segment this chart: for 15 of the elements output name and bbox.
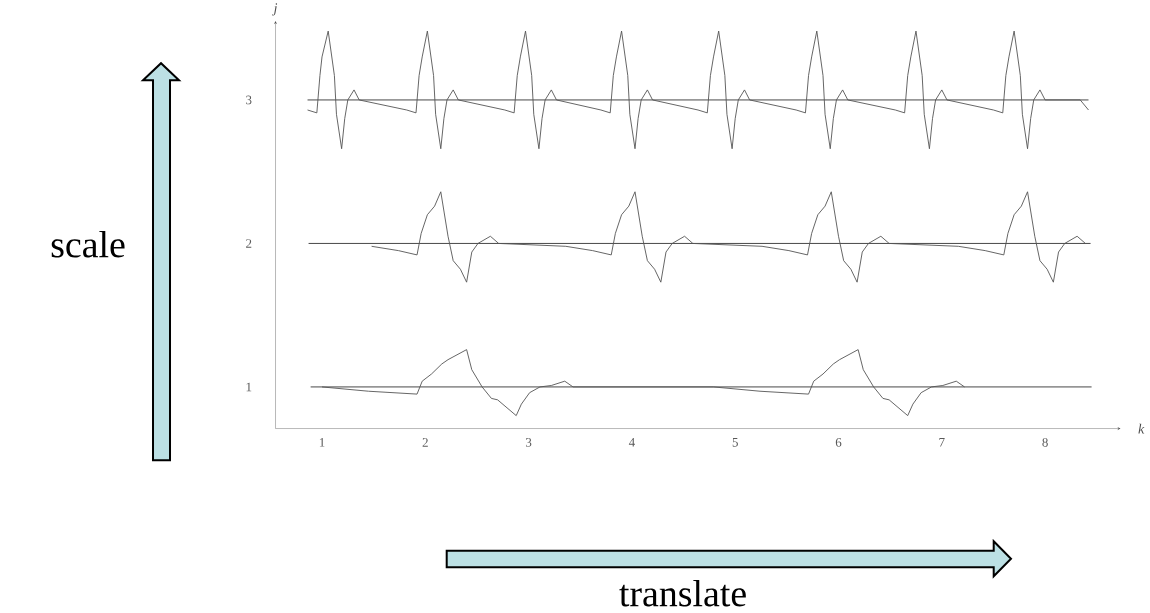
y-tick-label: 2 <box>246 239 252 248</box>
x-tick-label: 4 <box>628 437 635 447</box>
x-tick-label: 6 <box>835 437 842 447</box>
y-tick-label: 1 <box>246 382 252 392</box>
x-tick-label: 2 <box>422 437 428 447</box>
x-tick-label: 5 <box>732 437 738 447</box>
x-tick-label: 8 <box>1042 437 1048 447</box>
x-tick-label: 3 <box>525 437 532 447</box>
y-axis-title: j <box>272 3 278 16</box>
y-tick-label: 3 <box>246 95 252 105</box>
text: translate <box>619 579 746 607</box>
x-tick-label: 7 <box>939 437 945 447</box>
text: scale <box>51 230 125 258</box>
x-axis-title: k <box>1138 423 1145 434</box>
x-tick-label: 1 <box>319 437 325 447</box>
